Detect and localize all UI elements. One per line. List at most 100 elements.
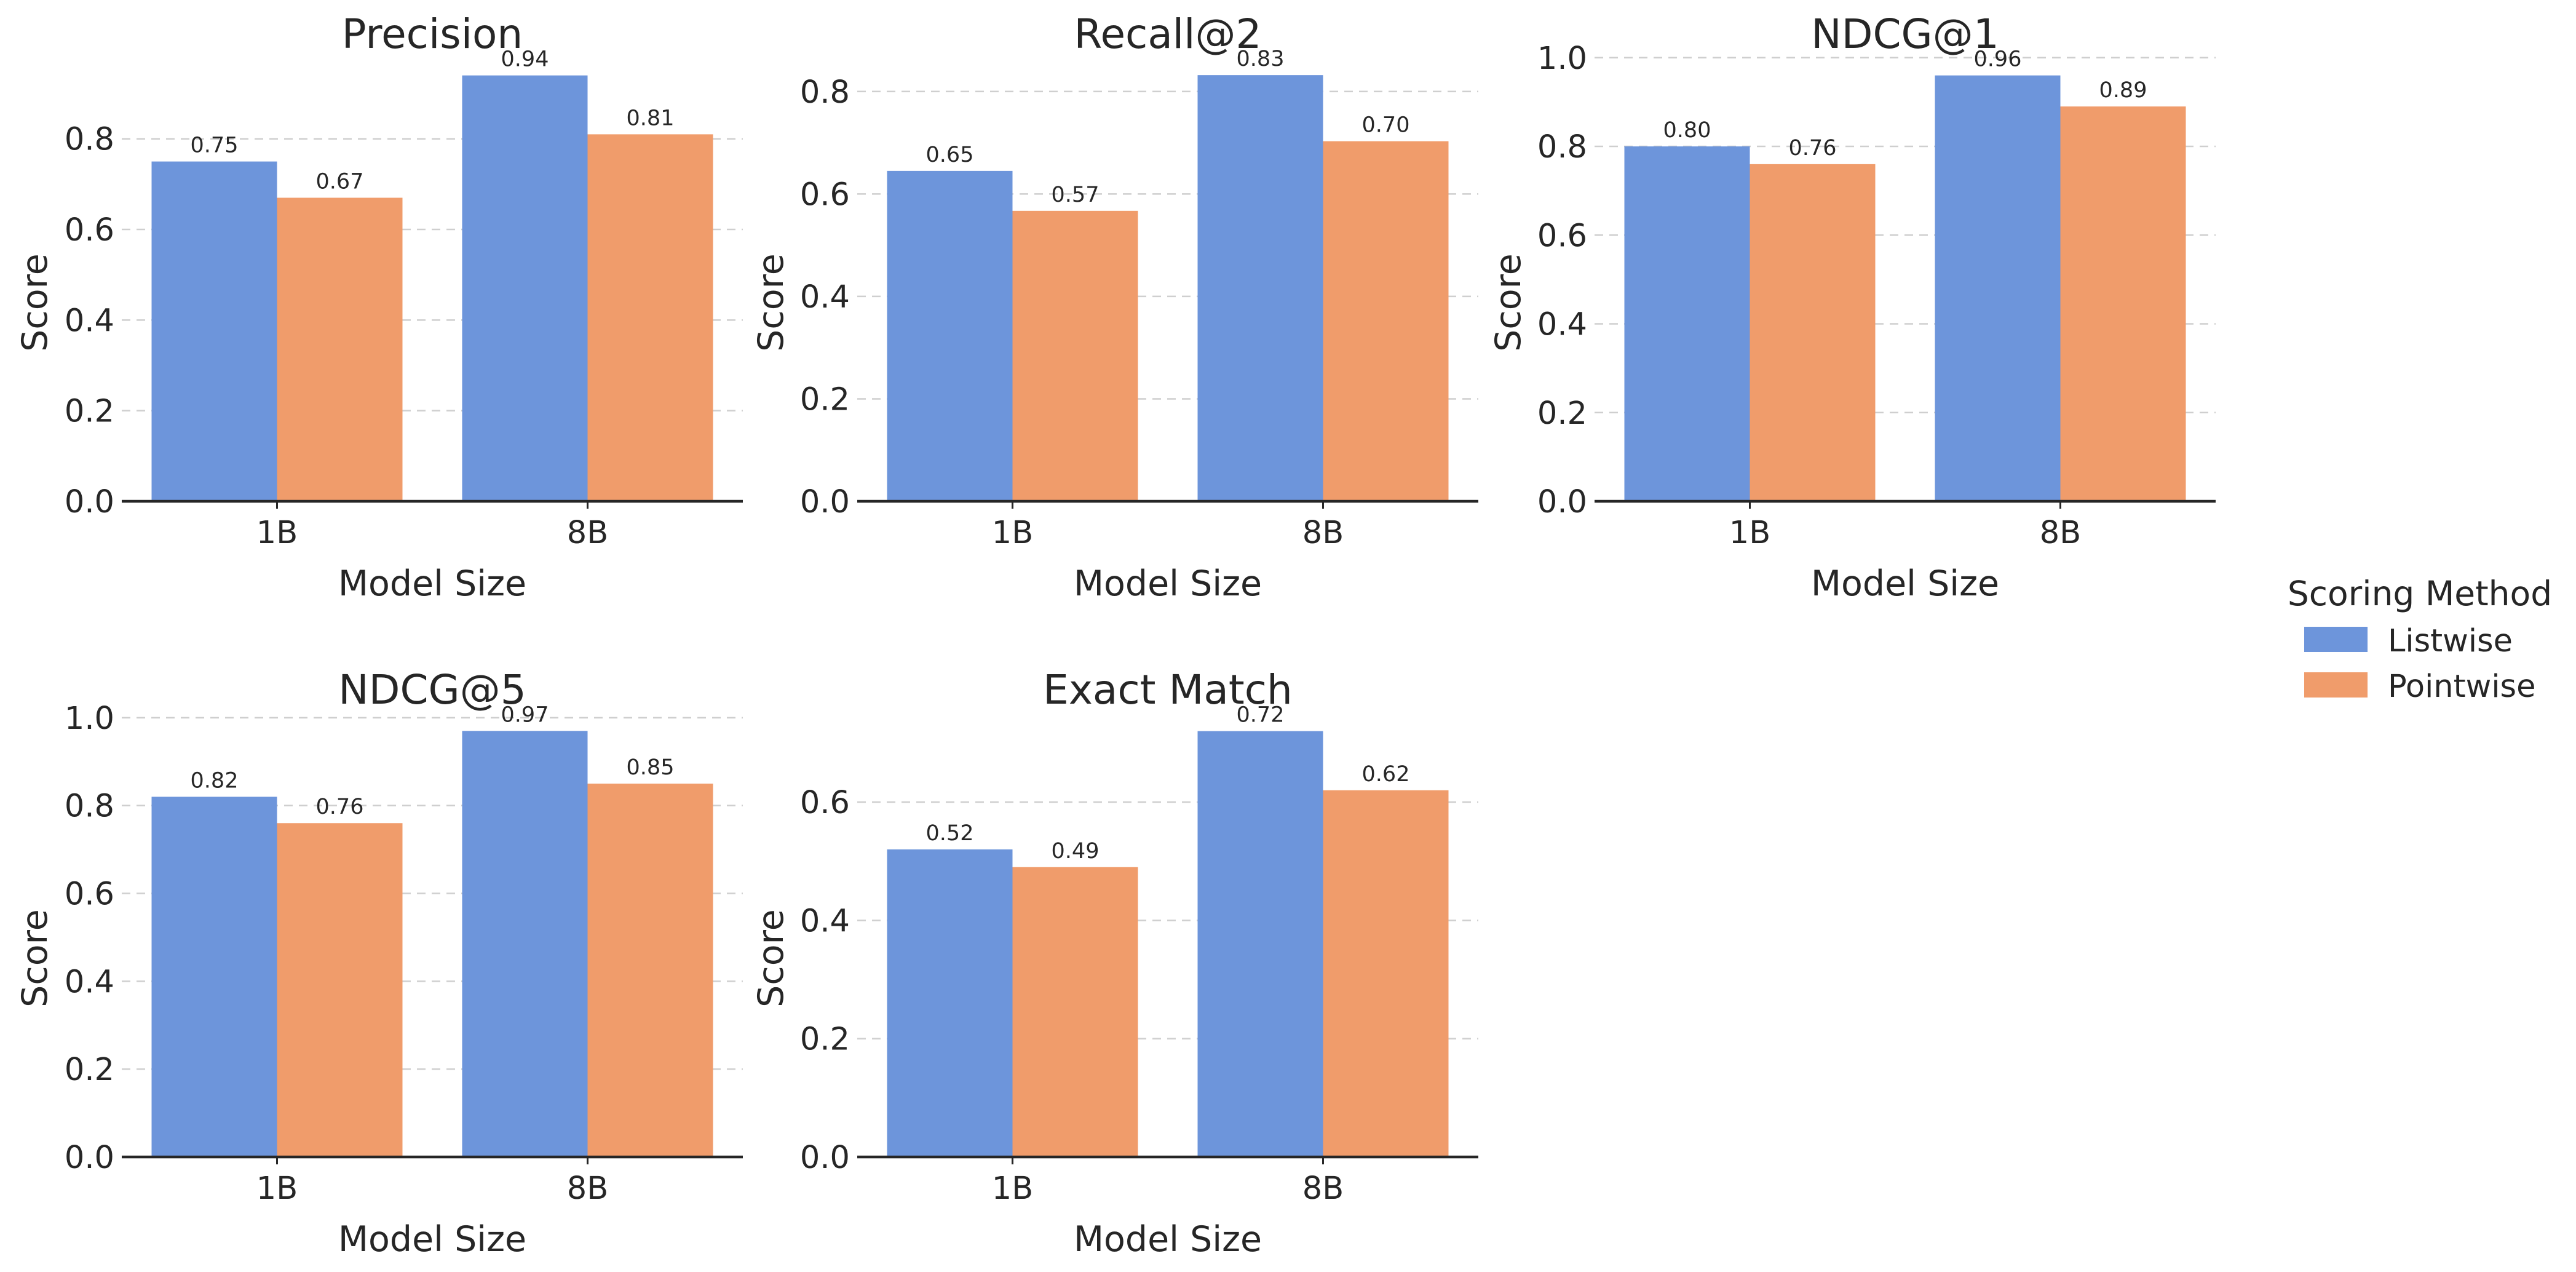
bar-listwise-8b [1197,731,1323,1157]
y-tick-label: 1.0 [65,701,114,737]
data-label: 0.75 [191,133,239,158]
data-label: 0.52 [926,821,974,846]
x-tick-label: 8B [1302,515,1344,551]
y-tick-label: 0.0 [65,484,114,520]
axes: 0.0 0.2 0.4 0.6 0.8 1.0 1B 8B [65,701,743,1207]
subplot-title: NDCG@5 [338,666,526,714]
axes: 0.0 0.2 0.4 0.6 0.8 1B 8B [800,74,1478,551]
axes: 0.0 0.2 0.4 0.6 0.8 1B 8B [65,122,743,551]
bar-listwise-1b [1624,146,1750,501]
y-tick-label: 0.0 [800,484,850,520]
data-label: 0.72 [1237,703,1285,728]
y-tick-label: 0.6 [1537,218,1587,254]
subplot-ndcg-at-1: NDCG@1 Model Size Score 0.80 0.96 0.76 0.89… [1488,10,2216,604]
bar-pointwise-1b [277,823,403,1157]
data-label: 0.94 [501,47,549,72]
x-tick-label: 8B [2040,515,2081,551]
y-tick-label: 0.0 [65,1140,114,1176]
y-tick-label: 0.6 [65,212,114,248]
x-tick-label: 8B [1302,1171,1344,1207]
legend-label-listwise: Listwise [2388,623,2513,659]
bars: 0.65 0.83 0.57 0.70 [887,47,1449,502]
axes: 0.0 0.2 0.4 0.6 1B 8B [800,785,1478,1207]
bar-pointwise-1b [1750,164,1876,501]
y-axis-label: Score [1488,253,1529,352]
bar-pointwise-1b [277,197,403,501]
bar-listwise-1b [887,849,1013,1157]
axes: 0.0 0.2 0.4 0.6 0.8 1.0 1B 8B [1537,41,2216,551]
y-tick-label: 0.0 [1537,484,1587,520]
data-label: 0.57 [1052,183,1100,207]
y-tick-label: 0.4 [800,279,850,316]
x-axis-label: Model Size [1074,1219,1262,1260]
data-label: 0.89 [2099,78,2147,103]
y-tick-label: 0.2 [800,381,850,418]
bar-listwise-8b [1935,75,2061,502]
x-axis-label: Model Size [1074,563,1262,604]
y-tick-label: 0.2 [65,1052,114,1088]
bar-pointwise-8b [1323,141,1449,501]
x-axis-label: Model Size [1811,563,1999,604]
y-tick-label: 0.6 [800,177,850,213]
y-tick-label: 0.4 [65,303,114,339]
subplot-title: NDCG@1 [1811,10,1999,58]
subplot-title: Precision [342,10,523,58]
data-label: 0.85 [627,755,675,780]
data-label: 0.65 [926,143,974,167]
x-tick-label: 1B [256,515,298,551]
x-tick-label: 1B [256,1171,298,1207]
subplot-title: Exact Match [1043,666,1293,714]
y-tick-label: 0.2 [800,1022,850,1058]
bar-pointwise-8b [587,783,713,1157]
y-tick-label: 0.4 [800,903,850,939]
x-tick-label: 8B [567,515,608,551]
y-tick-label: 0.4 [1537,307,1587,343]
y-tick-label: 0.0 [800,1140,850,1176]
bars: 0.75 0.94 0.67 0.81 [151,47,713,502]
y-tick-label: 0.2 [65,394,114,430]
y-axis-label: Score [751,909,791,1008]
bar-pointwise-8b [1323,790,1449,1157]
x-axis-label: Model Size [338,563,526,604]
data-label: 0.82 [191,768,239,793]
legend-swatch-listwise [2304,627,2368,652]
y-tick-label: 0.6 [800,785,850,821]
data-label: 0.67 [316,169,364,194]
data-label: 0.83 [1237,47,1285,71]
data-label: 0.80 [1663,118,1711,143]
bar-listwise-1b [887,170,1013,502]
bar-pointwise-8b [2060,106,2186,501]
data-label: 0.49 [1052,839,1100,864]
legend-label-pointwise: Pointwise [2388,669,2535,705]
x-tick-label: 1B [992,1171,1033,1207]
bar-pointwise-8b [587,134,713,502]
data-label: 0.96 [1974,47,2022,72]
y-tick-label: 0.4 [65,964,114,1000]
y-axis-label: Score [15,909,55,1008]
subplot-recall-at-2: Recall@2 Model Size Score 0.650.830.570.… [751,10,1478,604]
x-tick-label: 1B [992,515,1033,551]
data-label: 0.76 [1789,136,1837,161]
y-tick-label: 0.8 [800,74,850,111]
legend-swatch-pointwise [2304,672,2368,698]
subplot-precision: Precision Model Size Score 0.750.940.670… [15,10,743,604]
y-tick-label: 0.8 [1537,129,1587,165]
data-label: 0.81 [627,106,675,130]
y-axis-label: Score [751,253,791,352]
bars: 0.82 0.97 0.76 0.85 [151,702,713,1157]
bar-pointwise-1b [1012,867,1138,1157]
subplot-title: Recall@2 [1074,10,1262,58]
y-tick-label: 0.6 [65,876,114,913]
legend: Scoring Method Listwise Pointwise [2288,574,2552,705]
data-label: 0.62 [1362,762,1410,787]
bar-listwise-8b [1197,75,1323,501]
data-label: 0.97 [501,702,549,727]
subplot-ndcg-at-5: NDCG@5 Model Size Score 0.82 0.97 0.76 0.85… [15,666,743,1260]
bar-listwise-1b [151,161,277,502]
x-tick-label: 8B [567,1171,608,1207]
bar-listwise-8b [462,75,588,502]
y-axis-label: Score [15,253,55,352]
bar-listwise-1b [151,797,277,1157]
y-tick-label: 1.0 [1537,41,1587,77]
